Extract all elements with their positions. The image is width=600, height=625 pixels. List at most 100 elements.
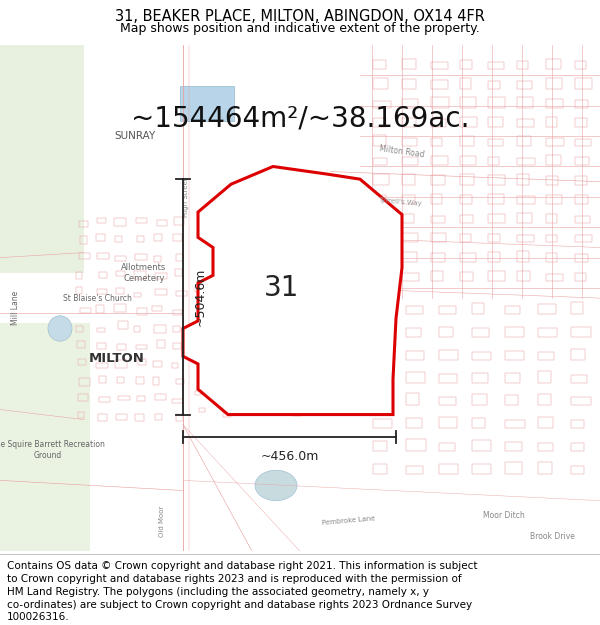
Bar — [373, 441, 388, 451]
Bar — [245, 408, 254, 412]
Bar — [157, 341, 165, 348]
Bar — [316, 408, 323, 415]
Bar — [460, 156, 476, 166]
Bar — [517, 158, 535, 166]
Bar — [172, 399, 183, 404]
Bar — [472, 418, 485, 428]
Bar — [373, 195, 386, 204]
Text: The Squire Barrett Recreation
Ground: The Squire Barrett Recreation Ground — [0, 440, 105, 460]
Bar — [431, 119, 446, 127]
Bar — [247, 349, 253, 356]
Bar — [406, 372, 425, 382]
Bar — [152, 361, 161, 368]
Bar — [155, 289, 167, 295]
Bar — [137, 308, 148, 315]
Text: Tyrrell's Way: Tyrrell's Way — [378, 197, 422, 207]
Bar — [79, 253, 91, 259]
Bar — [293, 286, 302, 291]
Bar — [402, 195, 415, 204]
Bar — [571, 374, 587, 382]
Bar — [575, 119, 587, 127]
Bar — [155, 414, 163, 420]
Bar — [402, 119, 416, 127]
Bar — [402, 234, 418, 242]
Bar — [472, 352, 491, 360]
Bar — [505, 462, 521, 474]
Bar — [406, 393, 419, 406]
Bar — [402, 138, 417, 146]
Bar — [571, 398, 590, 406]
Bar — [472, 328, 488, 337]
Bar — [406, 328, 421, 337]
Bar — [373, 252, 387, 262]
Bar — [460, 78, 470, 89]
Bar — [269, 308, 278, 314]
Bar — [173, 310, 182, 315]
Bar — [373, 158, 387, 166]
Bar — [373, 419, 392, 428]
Bar — [488, 271, 505, 281]
Bar — [402, 157, 418, 166]
Bar — [575, 254, 587, 262]
Bar — [505, 394, 518, 406]
Text: MILTON: MILTON — [89, 352, 145, 366]
Bar — [271, 325, 278, 331]
Bar — [117, 344, 126, 351]
Bar — [96, 234, 104, 241]
Bar — [153, 377, 159, 384]
Bar — [155, 394, 166, 400]
Text: Old Moor: Old Moor — [159, 505, 165, 536]
Bar — [319, 308, 323, 312]
Bar — [136, 218, 147, 222]
Bar — [517, 196, 535, 204]
Bar — [319, 387, 327, 393]
Bar — [373, 395, 390, 406]
Bar — [98, 397, 110, 402]
Bar — [154, 325, 166, 332]
FancyBboxPatch shape — [0, 324, 90, 526]
Bar — [546, 214, 557, 223]
Bar — [505, 351, 524, 360]
Bar — [320, 369, 329, 375]
Bar — [575, 176, 587, 185]
Bar — [154, 234, 162, 241]
Bar — [538, 442, 553, 451]
Text: High Street: High Street — [183, 177, 189, 217]
Bar — [373, 78, 388, 89]
Bar — [571, 328, 590, 337]
Bar — [316, 328, 325, 333]
Bar — [538, 328, 557, 337]
Bar — [460, 234, 472, 242]
Bar — [224, 392, 233, 397]
Bar — [99, 271, 107, 279]
Bar — [488, 62, 504, 69]
Bar — [431, 138, 442, 146]
Bar — [373, 304, 391, 314]
Bar — [373, 101, 391, 107]
Text: Moor Ditch: Moor Ditch — [483, 511, 525, 520]
Bar — [373, 174, 389, 185]
Bar — [431, 194, 442, 204]
Bar — [575, 235, 592, 242]
Bar — [173, 343, 181, 349]
Bar — [96, 362, 108, 368]
Bar — [200, 306, 205, 311]
Bar — [517, 98, 533, 107]
Text: Pembroke Lane: Pembroke Lane — [321, 516, 375, 526]
Bar — [373, 118, 386, 127]
Bar — [293, 390, 300, 394]
Text: Mill Lane: Mill Lane — [11, 291, 20, 326]
Bar — [292, 328, 298, 333]
Ellipse shape — [48, 316, 72, 341]
Bar — [546, 154, 561, 166]
Text: HM Land Registry. The polygons (including the associated geometry, namely x, y: HM Land Registry. The polygons (includin… — [7, 587, 429, 597]
Text: St Blaise's Church: St Blaise's Church — [63, 294, 132, 302]
Bar — [115, 236, 122, 242]
Bar — [176, 379, 184, 384]
Bar — [95, 305, 104, 312]
Bar — [488, 157, 499, 166]
Bar — [460, 195, 472, 204]
Bar — [134, 326, 140, 332]
Bar — [200, 328, 206, 332]
Bar — [546, 59, 561, 69]
